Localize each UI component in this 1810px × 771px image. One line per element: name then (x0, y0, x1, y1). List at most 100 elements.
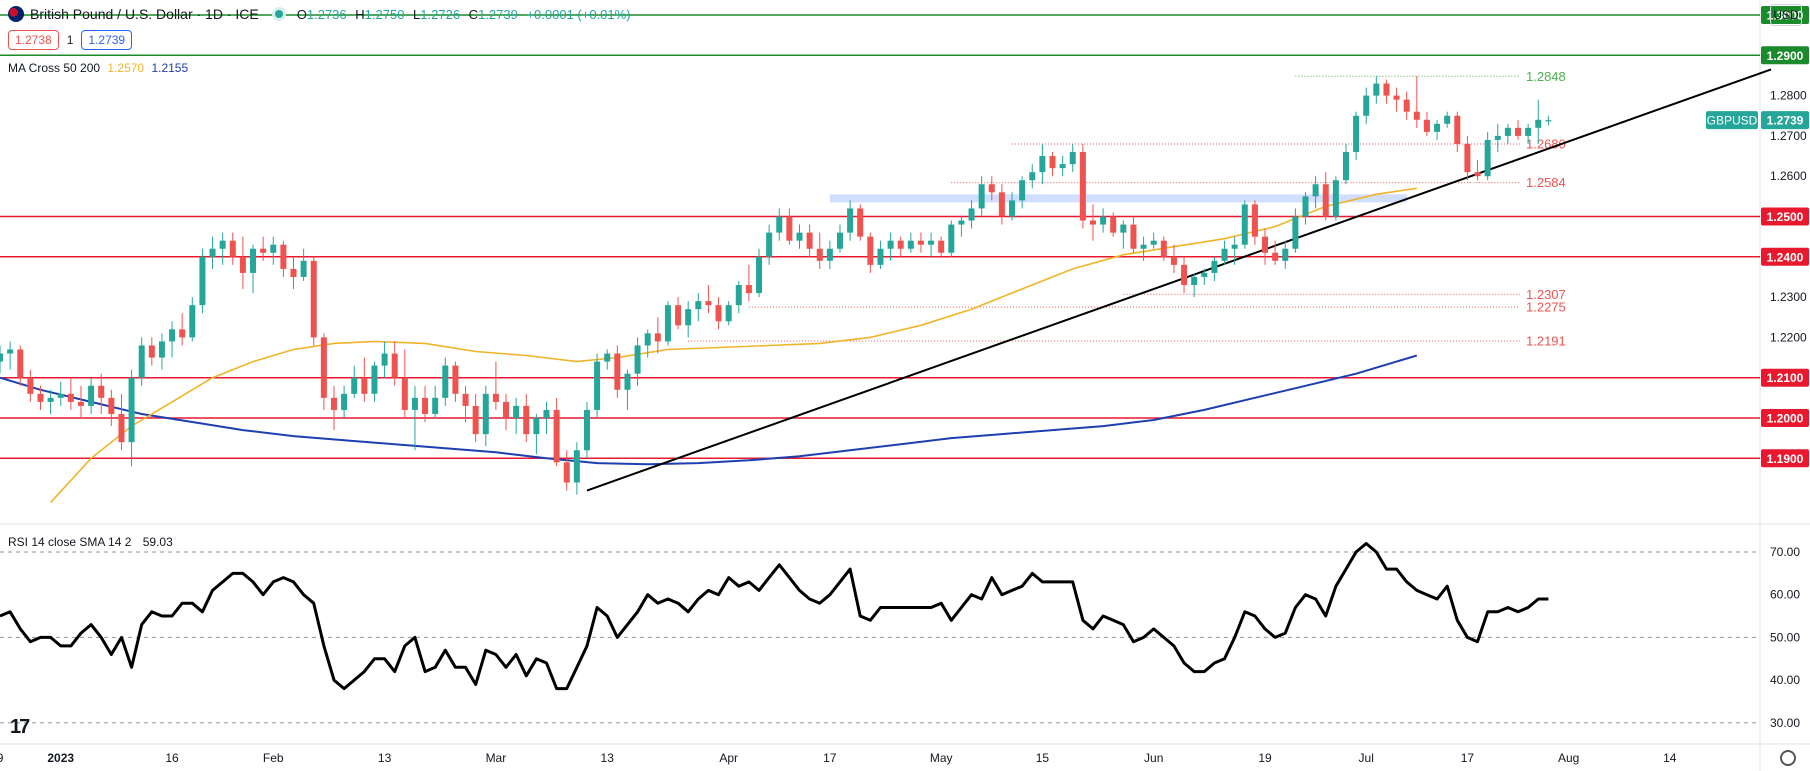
candle[interactable] (1342, 143, 1349, 185)
last-price-tag[interactable]: GBPUSD 1.2739 (1706, 111, 1809, 130)
candle[interactable] (1079, 143, 1086, 229)
candle[interactable] (0, 345, 4, 374)
red-level-tag[interactable]: 1.2000 (1761, 409, 1809, 427)
candle[interactable] (776, 208, 783, 241)
candle[interactable] (1484, 131, 1491, 181)
candle[interactable] (401, 349, 408, 418)
candle[interactable] (675, 297, 682, 330)
candle[interactable] (1332, 176, 1339, 221)
candle[interactable] (7, 341, 14, 370)
candle[interactable] (1373, 76, 1380, 104)
candle[interactable] (219, 232, 226, 265)
candle[interactable] (867, 232, 874, 273)
candle[interactable] (290, 256, 297, 290)
market-status-icon[interactable] (274, 10, 283, 18)
candle[interactable] (1434, 119, 1441, 140)
candle[interactable] (543, 401, 550, 435)
candle[interactable] (877, 240, 884, 269)
candle[interactable] (1535, 99, 1542, 144)
candle[interactable] (1221, 240, 1228, 265)
candle[interactable] (826, 240, 833, 269)
candle[interactable] (1251, 200, 1258, 245)
support-zone[interactable] (829, 194, 1407, 203)
candle[interactable] (1515, 119, 1522, 140)
candle[interactable] (1464, 135, 1471, 181)
candle[interactable] (27, 369, 34, 402)
candle[interactable] (1019, 176, 1026, 209)
candle[interactable] (513, 397, 520, 435)
symbol-title[interactable]: British Pound / U.S. Dollar · 1D · ICE (30, 6, 259, 22)
candle[interactable] (361, 357, 368, 402)
candle[interactable] (47, 389, 54, 414)
candle[interactable] (341, 385, 348, 418)
candle[interactable] (766, 224, 773, 265)
candle[interactable] (1100, 208, 1107, 233)
sell-price-button[interactable]: 1.2738 (8, 30, 59, 50)
candle[interactable] (1353, 111, 1360, 161)
candle[interactable] (664, 301, 671, 346)
candle[interactable] (209, 236, 216, 269)
candle[interactable] (583, 401, 590, 459)
candle[interactable] (968, 200, 975, 229)
candle[interactable] (67, 377, 74, 410)
candle[interactable] (108, 389, 115, 427)
candle[interactable] (169, 321, 176, 358)
candle[interactable] (1029, 164, 1036, 189)
candle[interactable] (1525, 123, 1532, 144)
candle[interactable] (37, 385, 44, 410)
candle[interactable] (138, 337, 145, 386)
candle[interactable] (320, 333, 327, 410)
candle[interactable] (806, 224, 813, 257)
candle[interactable] (1110, 212, 1117, 237)
trendline[interactable] (586, 68, 1772, 492)
candle[interactable] (614, 345, 621, 398)
candle[interactable] (705, 285, 712, 314)
candle[interactable] (270, 236, 277, 265)
candle[interactable] (1393, 87, 1400, 112)
candle[interactable] (604, 349, 611, 370)
tradingview-logo-icon[interactable]: 17 (10, 716, 30, 738)
candle[interactable] (735, 280, 742, 314)
candle[interactable] (1120, 220, 1127, 249)
candle[interactable] (857, 204, 864, 241)
candle[interactable] (148, 337, 155, 366)
candle[interactable] (452, 361, 459, 402)
candle[interactable] (715, 297, 722, 330)
candle[interactable] (98, 373, 105, 414)
candle[interactable] (158, 333, 165, 370)
candle[interactable] (260, 236, 267, 261)
candle[interactable] (1454, 111, 1461, 153)
candle[interactable] (482, 385, 489, 447)
candle[interactable] (1545, 115, 1552, 126)
candle[interactable] (492, 361, 499, 410)
candle[interactable] (988, 176, 995, 201)
candle[interactable] (847, 200, 854, 241)
candle[interactable] (725, 301, 732, 326)
ma50-line[interactable] (50, 187, 1417, 504)
candle[interactable] (1444, 111, 1451, 128)
candle[interactable] (1423, 111, 1430, 136)
candle[interactable] (917, 232, 924, 253)
candle[interactable] (654, 317, 661, 354)
candle[interactable] (1403, 91, 1410, 120)
rsi-line[interactable] (0, 542, 1549, 691)
candle[interactable] (634, 337, 641, 386)
candle[interactable] (1322, 172, 1329, 221)
currency-button[interactable]: USD (1770, 4, 1802, 26)
candle[interactable] (1504, 123, 1511, 144)
candle[interactable] (1150, 232, 1157, 249)
candle[interactable] (1262, 228, 1269, 265)
candle[interactable] (644, 329, 651, 358)
red-level-tag[interactable]: 1.2100 (1761, 368, 1809, 387)
candle[interactable] (553, 397, 560, 467)
candle[interactable] (928, 232, 935, 257)
candle[interactable] (1059, 156, 1066, 177)
candle[interactable] (1241, 200, 1248, 249)
candle[interactable] (1413, 76, 1420, 128)
ma200-line[interactable] (0, 354, 1418, 466)
ma-cross-legend[interactable]: MA Cross 50 200 1.2570 1.2155 (8, 61, 188, 75)
candle[interactable] (1211, 256, 1218, 281)
candle[interactable] (442, 357, 449, 406)
candle[interactable] (887, 232, 894, 261)
candle[interactable] (432, 385, 439, 418)
